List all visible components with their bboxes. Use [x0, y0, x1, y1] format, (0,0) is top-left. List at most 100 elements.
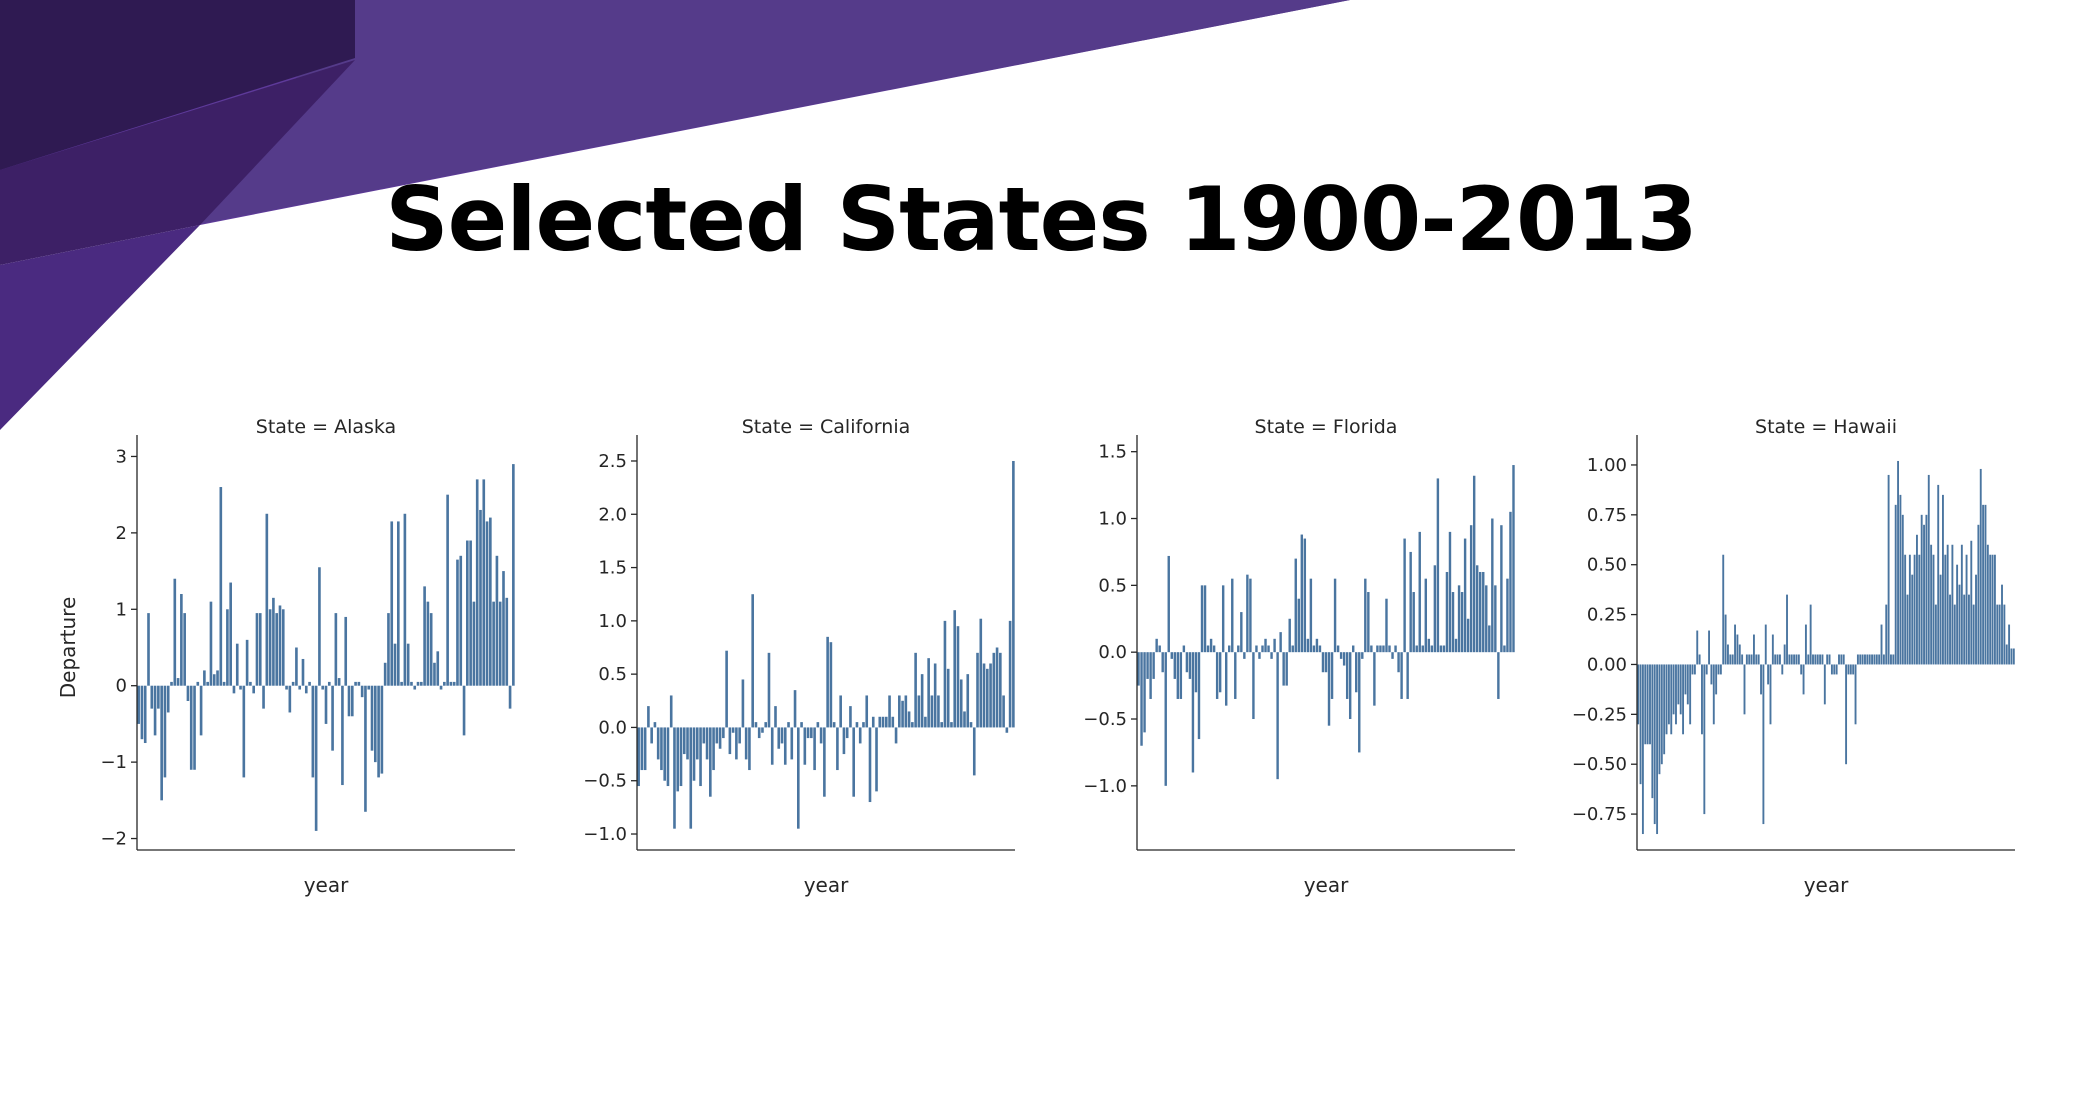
bar	[1920, 514, 1923, 665]
bar	[1385, 598, 1388, 653]
bar	[656, 727, 660, 760]
bar	[1741, 654, 1744, 665]
bar	[1273, 638, 1276, 653]
bar	[439, 685, 443, 690]
bar	[1660, 664, 1663, 765]
bar	[1294, 558, 1297, 653]
bar	[686, 727, 689, 760]
bar	[199, 685, 203, 736]
bar	[1161, 652, 1164, 673]
bar	[235, 643, 239, 686]
bar	[1457, 585, 1461, 653]
bar	[927, 658, 930, 728]
y-tick-label: 0.5	[1098, 575, 1127, 596]
bar	[1719, 664, 1722, 675]
bar	[1215, 652, 1219, 699]
bar	[186, 685, 190, 701]
bar	[219, 487, 223, 686]
bar	[663, 727, 666, 781]
bar	[1206, 645, 1210, 653]
bar	[1656, 664, 1659, 835]
bar	[390, 521, 394, 686]
bar	[888, 695, 891, 728]
bar	[1382, 645, 1385, 653]
bar	[324, 685, 328, 724]
bar	[334, 613, 338, 686]
bar	[1267, 645, 1270, 653]
bar	[1503, 645, 1506, 653]
bar	[1243, 652, 1246, 659]
bar	[1675, 664, 1677, 725]
bar	[1762, 664, 1765, 825]
y-tick-label: 0	[116, 676, 127, 697]
bar	[1708, 630, 1710, 665]
bar	[1336, 645, 1340, 653]
bar	[1703, 664, 1706, 815]
bar	[1203, 585, 1207, 653]
bar	[304, 685, 308, 694]
bar	[930, 695, 934, 728]
bar	[1663, 664, 1666, 755]
bar	[1753, 634, 1755, 665]
bar	[472, 601, 476, 686]
bar	[1376, 645, 1379, 653]
bar	[1143, 652, 1146, 733]
y-tick-label: 2	[116, 523, 127, 544]
bar	[176, 678, 180, 686]
bar	[1488, 625, 1491, 653]
bar	[1916, 534, 1918, 665]
bar	[1899, 494, 1902, 665]
bar	[1802, 664, 1805, 695]
bar	[1913, 554, 1916, 665]
bar	[911, 722, 914, 728]
y-tick-label: −0.5	[1083, 709, 1127, 730]
bar	[852, 727, 855, 797]
bar	[660, 727, 663, 771]
bar	[986, 668, 989, 728]
bar	[469, 540, 472, 686]
bar	[1240, 612, 1243, 653]
bar	[1710, 664, 1713, 685]
bar	[1790, 654, 1793, 665]
bar	[1231, 578, 1234, 653]
bar	[669, 695, 673, 728]
bar	[1984, 504, 1987, 665]
y-tick-label: 3	[116, 446, 127, 467]
bar	[173, 578, 177, 686]
bar	[1644, 664, 1647, 745]
bar	[790, 727, 794, 760]
bar	[1170, 652, 1173, 659]
slide-title: Selected States 1900-2013	[385, 168, 1697, 271]
bar	[1960, 544, 1963, 665]
bar	[216, 670, 219, 686]
decor-band-left	[0, 60, 355, 265]
bar	[904, 695, 908, 728]
bar	[1451, 592, 1455, 653]
bar	[1424, 578, 1427, 653]
bar	[1807, 654, 1810, 665]
bar	[1475, 565, 1479, 653]
y-tick-label: 0.5	[598, 664, 627, 685]
bar	[1949, 594, 1951, 665]
bar	[327, 681, 331, 686]
bar	[147, 613, 150, 686]
bar	[1327, 652, 1331, 726]
bar	[1672, 664, 1675, 715]
bar	[1364, 578, 1367, 653]
bar	[702, 727, 706, 744]
bar	[255, 613, 259, 686]
bar	[783, 727, 787, 765]
bar	[1445, 571, 1449, 653]
bar	[1333, 578, 1337, 653]
bar	[1838, 654, 1840, 665]
bar	[380, 685, 384, 774]
bar	[1639, 664, 1642, 785]
bar	[1731, 654, 1734, 665]
bar	[1361, 652, 1364, 659]
bar	[189, 685, 193, 770]
bar	[1252, 652, 1255, 720]
bar	[301, 658, 305, 686]
bar	[1370, 645, 1373, 653]
bar	[1430, 645, 1434, 653]
bar	[1152, 652, 1155, 679]
